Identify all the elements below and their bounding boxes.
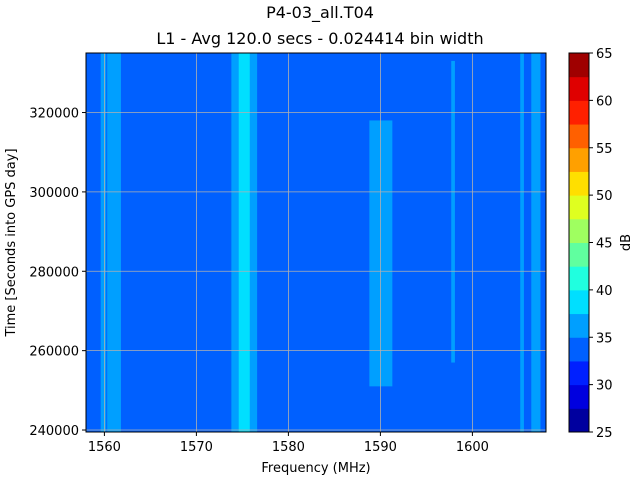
heatmap-band-5	[451, 60, 455, 363]
colorbar-tick-label: 60	[596, 94, 613, 109]
x-tick-label: 1570	[180, 440, 213, 455]
y-tick-label: 300000	[29, 186, 79, 201]
colorbar-segment	[569, 100, 589, 125]
colorbar-segment	[569, 408, 589, 433]
heatmap-band-0	[100, 53, 107, 432]
colorbar-segment	[569, 53, 589, 78]
x-tick-label: 1590	[364, 440, 397, 455]
heatmap-band-4	[369, 120, 393, 387]
plot-frame	[85, 52, 547, 433]
y-tick-label: 320000	[29, 107, 79, 122]
heatmap-band-3	[238, 53, 250, 432]
colorbar-segment	[569, 360, 589, 386]
heatmap-band-7	[531, 53, 541, 432]
colorbar-tick-label: 25	[596, 426, 613, 441]
x-axis-label: Frequency (MHz)	[261, 461, 370, 476]
colorbar-segment	[569, 313, 589, 338]
colorbar-tick-label: 55	[596, 142, 613, 157]
heatmap-band-6	[520, 53, 524, 432]
y-axis-label: Time [Seconds into GPS day]	[4, 148, 19, 337]
heatmap-background	[86, 53, 546, 432]
colorbar-segment	[569, 384, 589, 409]
colorbar-segment	[569, 266, 589, 291]
y-axis: 240000 260000 280000 300000 320000	[29, 107, 86, 439]
plot-area	[86, 53, 546, 432]
chart-title: P4-03_all.T04	[266, 3, 374, 22]
colorbar-segment	[569, 76, 589, 101]
colorbar-tick-label: 65	[596, 47, 613, 62]
colorbar-segment	[569, 171, 589, 196]
colorbar-segment	[569, 242, 589, 267]
colorbar-tick-label: 50	[596, 189, 613, 204]
colorbar-tick-label: 35	[596, 331, 613, 346]
colorbar-tick-label: 45	[596, 237, 613, 252]
y-tick-label: 260000	[29, 345, 79, 360]
colorbar-label: dB	[619, 234, 634, 251]
chart-subtitle: L1 - Avg 120.0 secs - 0.024414 bin width	[156, 29, 484, 48]
colorbar-segment	[569, 195, 589, 220]
colorbar-tick-label: 40	[596, 284, 613, 299]
grid	[86, 53, 546, 432]
heatmap-band-1	[107, 53, 121, 432]
colorbar-segment	[569, 289, 589, 315]
y-tick-label: 280000	[29, 265, 79, 280]
colorbar-tick-label: 30	[596, 379, 613, 394]
colorbar-segment	[569, 124, 589, 149]
y-tick-label: 240000	[29, 424, 79, 439]
colorbar-segment	[569, 218, 589, 243]
colorbar-segment	[569, 147, 589, 172]
colorbar: 25 30 35 40 45 50 55 60 65	[568, 47, 613, 441]
x-axis: 1560 1570 1580 1590 1600	[88, 432, 489, 455]
x-tick-label: 1560	[88, 440, 121, 455]
x-tick-label: 1600	[456, 440, 489, 455]
colorbar-segment	[569, 337, 589, 362]
x-tick-label: 1580	[272, 440, 305, 455]
